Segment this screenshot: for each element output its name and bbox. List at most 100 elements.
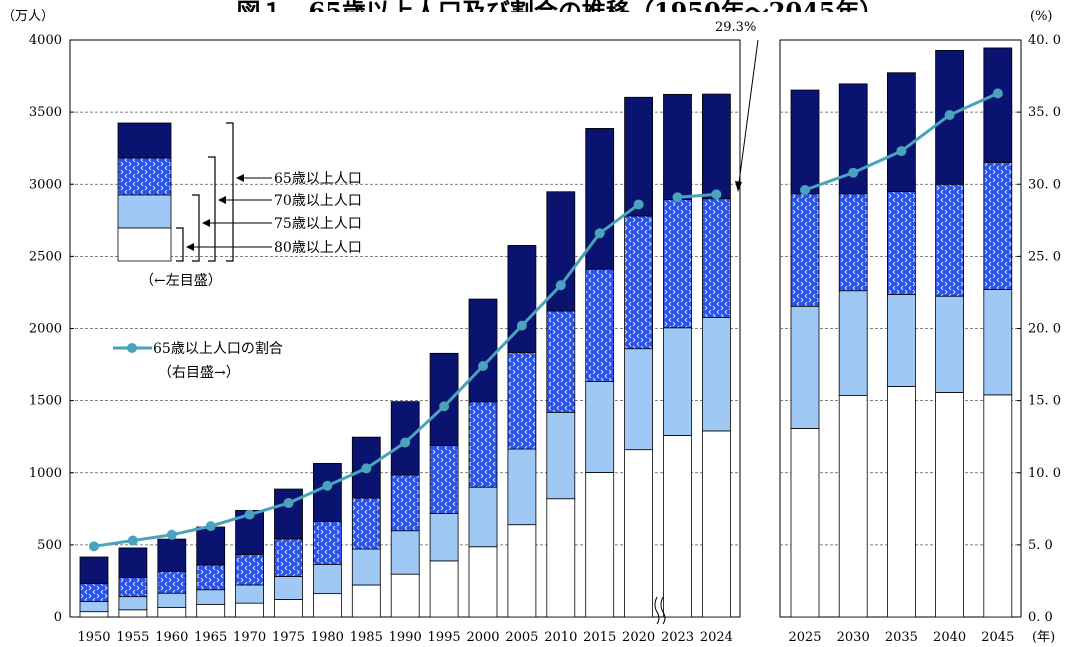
legend-bracket-75 xyxy=(192,194,200,262)
bar-segment xyxy=(790,305,820,429)
bar-segment xyxy=(507,352,537,450)
ratio-point xyxy=(205,521,216,532)
bar-segment xyxy=(351,584,381,618)
right-axis-unit: (%) xyxy=(1030,9,1053,24)
x-tick-label: 1990 xyxy=(389,630,422,645)
bar-segment xyxy=(157,606,187,618)
legend-swatch-65 xyxy=(117,122,172,159)
bar-segment xyxy=(935,392,964,618)
bar-segment xyxy=(390,530,420,575)
bar-segment xyxy=(390,573,420,618)
legend-label-80: 80歳以上人口 xyxy=(274,240,362,256)
bar-segment xyxy=(118,547,148,579)
bar-segment xyxy=(790,428,820,618)
bar-segment xyxy=(468,401,498,488)
bar-segment xyxy=(312,520,342,565)
right-axis: 0. 0 5. 0 10. 0 15. 0 20. 0 25. 0 30. 0 35. 0 40… xyxy=(1017,33,1061,625)
ratio-point xyxy=(555,280,566,291)
bar-segment xyxy=(507,524,537,618)
bar-segment xyxy=(274,599,303,618)
legend-swatch-80 xyxy=(117,227,172,262)
bar-segment xyxy=(351,497,381,550)
x-tick-label: 2000 xyxy=(466,630,499,645)
ratio-point xyxy=(478,361,488,372)
bar-segment xyxy=(663,93,692,200)
bar-segment xyxy=(702,198,731,318)
bar-segment xyxy=(196,526,226,566)
legend-bracket-65 xyxy=(226,122,234,262)
ratio-point xyxy=(944,110,955,121)
right-tick-label: 40. 0 xyxy=(1028,33,1061,48)
bar-segment xyxy=(702,317,731,432)
bar-segment xyxy=(429,513,459,562)
ratio-line xyxy=(89,88,1003,552)
ratio-point xyxy=(322,480,333,491)
x-tick-label: 1950 xyxy=(77,630,110,645)
legend-line-label: 65歳以上人口の割合 xyxy=(153,340,283,357)
bar-segment xyxy=(157,570,187,594)
bar-segment xyxy=(546,191,576,312)
left-tick-label: 1000 xyxy=(29,466,62,481)
bars xyxy=(79,47,1013,618)
ratio-point xyxy=(992,88,1003,99)
ratio-point xyxy=(594,228,605,239)
bar-segment xyxy=(312,462,342,522)
bar-segment xyxy=(79,582,109,602)
bar-segment xyxy=(468,486,498,548)
ratio-point xyxy=(896,146,907,157)
x-tick-label: 1970 xyxy=(233,630,266,645)
ratio-line-segment xyxy=(677,192,717,199)
ratio-point xyxy=(672,192,683,203)
right-tick-label: 20. 0 xyxy=(1028,322,1061,337)
x-tick-label: 2035 xyxy=(885,630,918,645)
x-tick-label: 2040 xyxy=(933,630,966,645)
bar-segment xyxy=(468,298,498,403)
left-tick-label: 3500 xyxy=(29,105,62,120)
right-tick-label: 30. 0 xyxy=(1028,177,1061,192)
x-tick-label: 2015 xyxy=(583,630,616,645)
x-tick-label: 2010 xyxy=(544,630,577,645)
bar-segment xyxy=(585,472,615,618)
bar-segment xyxy=(390,401,420,476)
bar-segment xyxy=(546,411,576,500)
ratio-point xyxy=(400,437,411,448)
bar-segment xyxy=(157,592,187,608)
bar-segment xyxy=(585,268,615,382)
bar-segment xyxy=(429,560,459,618)
x-tick-label: 1975 xyxy=(272,630,305,645)
bar-segment xyxy=(390,474,420,532)
bar-segment xyxy=(507,448,537,526)
bar-segment xyxy=(624,96,653,217)
bar-segment xyxy=(79,601,109,613)
axis-break-mark xyxy=(654,596,666,625)
bar-segment xyxy=(585,381,615,473)
bar-segment xyxy=(702,430,731,618)
bar-segment xyxy=(546,310,576,413)
right-tick-label: 25. 0 xyxy=(1028,249,1061,264)
chart-title: 図１ 65歳以上人口及び割合の推移（1950年～2045年） xyxy=(237,0,884,26)
x-tick-label: 1955 xyxy=(116,630,149,645)
bar-segment xyxy=(663,327,692,436)
x-tick-label: 2025 xyxy=(788,630,821,645)
legend-axis-note: （←左目盛） xyxy=(140,273,222,289)
x-tick-label: 2020 xyxy=(622,630,655,645)
ratio-point xyxy=(127,535,138,546)
right-tick-label: 5. 0 xyxy=(1028,538,1053,553)
bar-segment xyxy=(887,191,916,295)
x-tick-label: 1960 xyxy=(155,630,188,645)
left-tick-label: 2500 xyxy=(29,249,62,264)
x-tick-label: 2005 xyxy=(505,630,538,645)
ratio-point xyxy=(516,320,527,331)
bar-segment xyxy=(312,593,342,618)
x-tick-label: 1995 xyxy=(428,630,461,645)
bar-segment xyxy=(983,47,1013,164)
bar-segment xyxy=(887,386,916,618)
callout-arrow xyxy=(737,39,759,191)
bar-segment xyxy=(838,395,868,618)
legend-line-note: （右目盛→） xyxy=(158,365,240,381)
ratio-point xyxy=(89,541,99,552)
bar-segment xyxy=(887,72,916,192)
x-tick-label: 1965 xyxy=(194,630,227,645)
bar-segment xyxy=(887,294,916,387)
